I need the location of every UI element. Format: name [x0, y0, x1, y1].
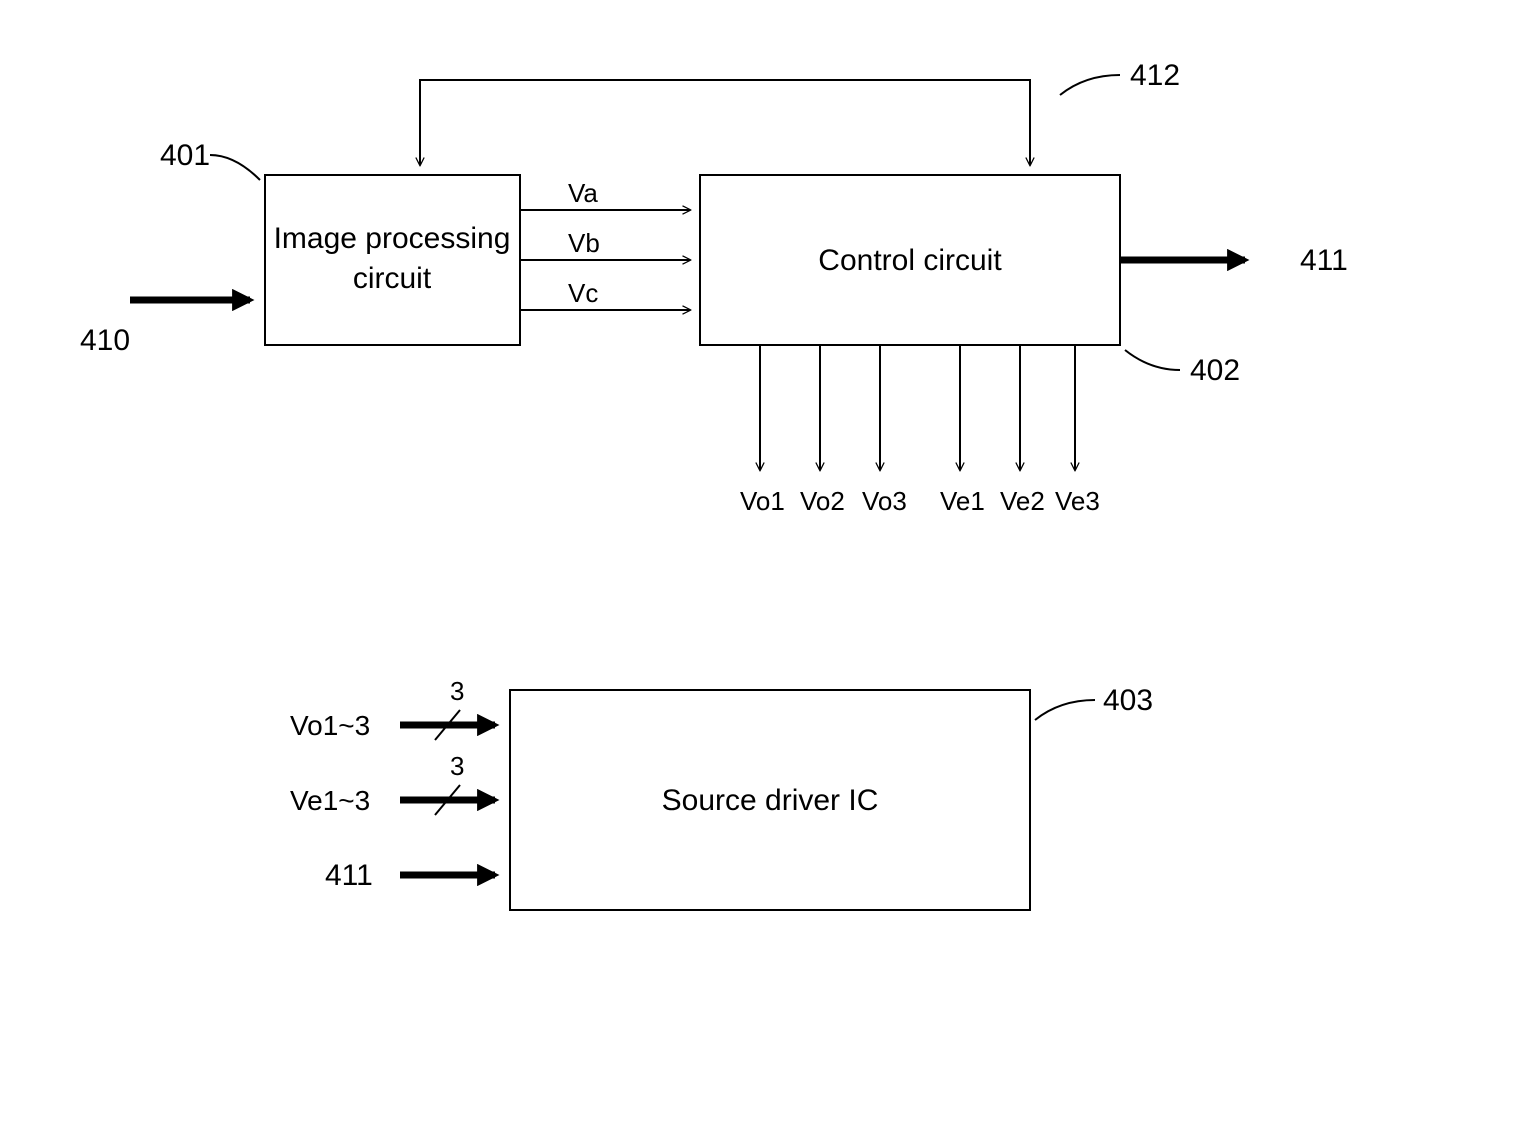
bus-ve-label: Ve1~3	[290, 785, 370, 816]
image-processing-label-1: Image processing	[274, 222, 511, 255]
block-diagram: Image processing circuit Control circuit…	[0, 0, 1537, 1145]
source-driver-label: Source driver IC	[662, 784, 879, 817]
ref-410: 410	[80, 324, 130, 357]
signal-vb-label: Vb	[568, 228, 600, 258]
image-processing-label-2: circuit	[353, 262, 432, 295]
leader-401	[210, 155, 260, 180]
signal-ve1-label: Ve1	[940, 486, 985, 516]
signal-vo1-label: Vo1	[740, 486, 785, 516]
ref-411: 411	[1300, 244, 1348, 277]
ref-403: 403	[1103, 684, 1153, 717]
ref-401: 401	[160, 139, 210, 172]
ref-402: 402	[1190, 354, 1240, 387]
signal-vc-label: Vc	[568, 278, 598, 308]
bus-vo-count: 3	[450, 676, 464, 706]
image-processing-block	[265, 175, 520, 345]
ref-411b: 411	[325, 859, 373, 892]
signal-ve3-label: Ve3	[1055, 486, 1100, 516]
signal-ve2-label: Ve2	[1000, 486, 1045, 516]
bus-ve-count: 3	[450, 751, 464, 781]
bus-vo-label: Vo1~3	[290, 710, 370, 741]
leader-402	[1125, 350, 1180, 370]
signal-va-label: Va	[568, 178, 598, 208]
leader-412	[1060, 75, 1120, 95]
signal-412-line	[420, 80, 1030, 165]
signal-vo3-label: Vo3	[862, 486, 907, 516]
control-circuit-label: Control circuit	[818, 244, 1002, 277]
leader-403	[1035, 700, 1095, 720]
ref-412: 412	[1130, 59, 1180, 92]
signal-vo2-label: Vo2	[800, 486, 845, 516]
